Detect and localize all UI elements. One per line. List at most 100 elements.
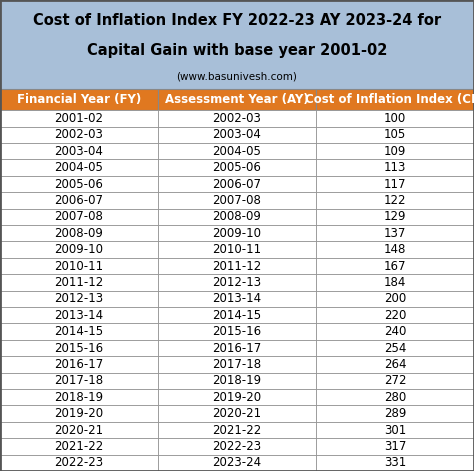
Bar bbox=[316, 455, 474, 471]
Text: 289: 289 bbox=[384, 407, 406, 420]
Text: 2014-15: 2014-15 bbox=[55, 325, 103, 338]
Text: 2014-15: 2014-15 bbox=[212, 309, 262, 322]
Text: 2020-21: 2020-21 bbox=[55, 423, 103, 437]
Bar bbox=[0, 176, 158, 192]
Text: 331: 331 bbox=[384, 456, 406, 469]
Text: 2015-16: 2015-16 bbox=[55, 341, 103, 355]
Bar bbox=[0, 291, 158, 307]
Bar bbox=[0, 455, 158, 471]
Text: 184: 184 bbox=[384, 276, 406, 289]
Bar bbox=[158, 258, 316, 274]
Text: 2005-06: 2005-06 bbox=[55, 178, 103, 190]
Bar bbox=[316, 127, 474, 143]
Text: 2018-19: 2018-19 bbox=[212, 374, 262, 387]
Bar bbox=[0, 340, 158, 356]
Bar bbox=[316, 406, 474, 422]
Bar bbox=[158, 209, 316, 225]
Text: 2016-17: 2016-17 bbox=[212, 341, 262, 355]
Bar bbox=[158, 274, 316, 291]
Bar bbox=[0, 307, 158, 324]
Bar bbox=[158, 225, 316, 242]
Bar bbox=[158, 242, 316, 258]
Text: 2006-07: 2006-07 bbox=[212, 178, 262, 190]
Bar bbox=[158, 176, 316, 192]
Text: 2015-16: 2015-16 bbox=[212, 325, 262, 338]
Bar bbox=[158, 455, 316, 471]
Bar bbox=[0, 242, 158, 258]
Text: 2023-24: 2023-24 bbox=[212, 456, 262, 469]
Text: 2011-12: 2011-12 bbox=[55, 276, 103, 289]
Bar bbox=[0, 159, 158, 176]
Bar bbox=[0, 389, 158, 406]
Bar bbox=[316, 307, 474, 324]
Text: 280: 280 bbox=[384, 391, 406, 404]
Text: 301: 301 bbox=[384, 423, 406, 437]
Bar bbox=[316, 159, 474, 176]
Text: 2021-22: 2021-22 bbox=[212, 423, 262, 437]
Text: 2008-09: 2008-09 bbox=[55, 227, 103, 240]
Text: 2013-14: 2013-14 bbox=[212, 292, 262, 305]
Bar bbox=[158, 340, 316, 356]
Bar bbox=[0, 373, 158, 389]
Bar bbox=[0, 356, 158, 373]
Text: 2011-12: 2011-12 bbox=[212, 260, 262, 273]
Text: 105: 105 bbox=[384, 128, 406, 141]
Bar bbox=[316, 258, 474, 274]
Text: 254: 254 bbox=[384, 341, 406, 355]
Text: Capital Gain with base year 2001-02: Capital Gain with base year 2001-02 bbox=[87, 43, 387, 58]
Text: 200: 200 bbox=[384, 292, 406, 305]
Text: 2012-13: 2012-13 bbox=[55, 292, 103, 305]
Bar bbox=[316, 143, 474, 159]
Text: Cost of Inflation Index (CII): Cost of Inflation Index (CII) bbox=[305, 93, 474, 106]
Text: 2003-04: 2003-04 bbox=[55, 145, 103, 158]
Bar bbox=[316, 274, 474, 291]
Text: 2019-20: 2019-20 bbox=[212, 391, 262, 404]
Bar bbox=[316, 389, 474, 406]
Text: 2009-10: 2009-10 bbox=[212, 227, 262, 240]
Bar bbox=[316, 422, 474, 438]
Bar bbox=[316, 324, 474, 340]
Bar bbox=[0, 192, 158, 209]
Bar bbox=[316, 356, 474, 373]
Text: 122: 122 bbox=[384, 194, 406, 207]
Bar bbox=[0, 110, 158, 127]
Text: 2022-23: 2022-23 bbox=[212, 440, 262, 453]
Bar bbox=[0, 225, 158, 242]
Text: 2021-22: 2021-22 bbox=[55, 440, 103, 453]
Bar bbox=[316, 373, 474, 389]
Text: 2016-17: 2016-17 bbox=[55, 358, 103, 371]
Bar bbox=[158, 324, 316, 340]
Bar bbox=[316, 225, 474, 242]
Text: 2002-03: 2002-03 bbox=[55, 128, 103, 141]
Text: 2007-08: 2007-08 bbox=[212, 194, 262, 207]
Bar bbox=[316, 176, 474, 192]
Bar bbox=[316, 209, 474, 225]
Bar bbox=[158, 307, 316, 324]
Bar bbox=[158, 356, 316, 373]
Text: 148: 148 bbox=[384, 243, 406, 256]
Text: 2018-19: 2018-19 bbox=[55, 391, 103, 404]
Text: 240: 240 bbox=[384, 325, 406, 338]
Text: 137: 137 bbox=[384, 227, 406, 240]
Bar bbox=[158, 389, 316, 406]
Text: 220: 220 bbox=[384, 309, 406, 322]
Text: Financial Year (FY): Financial Year (FY) bbox=[17, 93, 141, 106]
Bar bbox=[158, 127, 316, 143]
Text: 317: 317 bbox=[384, 440, 406, 453]
Bar bbox=[316, 110, 474, 127]
Bar bbox=[158, 143, 316, 159]
Text: 2019-20: 2019-20 bbox=[55, 407, 103, 420]
Text: (www.basunivesh.com): (www.basunivesh.com) bbox=[176, 72, 298, 81]
Text: 2001-02: 2001-02 bbox=[55, 112, 103, 125]
Bar bbox=[0, 406, 158, 422]
Text: 2003-04: 2003-04 bbox=[212, 128, 262, 141]
Bar bbox=[316, 291, 474, 307]
Text: Assessment Year (AY): Assessment Year (AY) bbox=[165, 93, 309, 106]
Text: Cost of Inflation Index FY 2022-23 AY 2023-24 for: Cost of Inflation Index FY 2022-23 AY 20… bbox=[33, 13, 441, 28]
Text: 109: 109 bbox=[384, 145, 406, 158]
Text: 264: 264 bbox=[384, 358, 406, 371]
Text: 2007-08: 2007-08 bbox=[55, 211, 103, 223]
Bar bbox=[0, 422, 158, 438]
Bar bbox=[316, 89, 474, 110]
Bar bbox=[0, 274, 158, 291]
